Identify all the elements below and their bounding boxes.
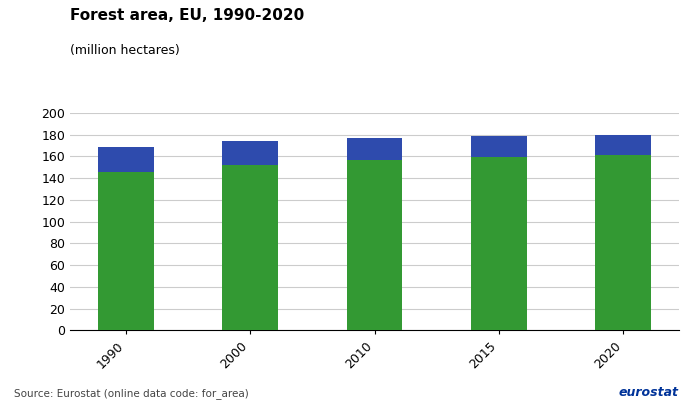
Bar bbox=[222, 165, 278, 330]
Bar bbox=[471, 158, 527, 330]
Bar bbox=[471, 136, 527, 158]
Bar bbox=[222, 141, 278, 165]
Bar bbox=[98, 147, 154, 172]
Bar bbox=[98, 172, 154, 330]
Bar bbox=[595, 155, 651, 330]
Bar bbox=[346, 160, 402, 330]
Text: (million hectares): (million hectares) bbox=[70, 44, 180, 57]
Bar bbox=[346, 138, 402, 160]
Text: eurostat: eurostat bbox=[619, 386, 679, 399]
Text: Forest area, EU, 1990-2020: Forest area, EU, 1990-2020 bbox=[70, 8, 304, 23]
Bar bbox=[595, 135, 651, 155]
Text: Source: Eurostat (online data code: for_area): Source: Eurostat (online data code: for_… bbox=[14, 388, 248, 399]
